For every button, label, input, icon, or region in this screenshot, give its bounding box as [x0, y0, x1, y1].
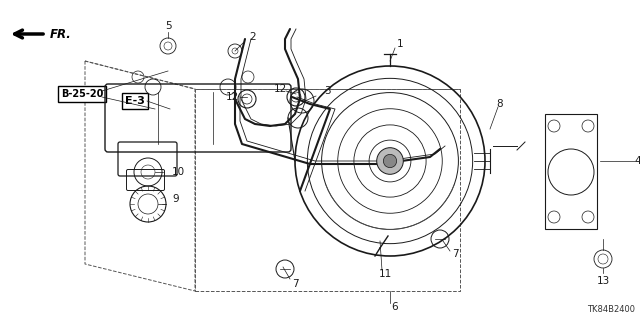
Text: 10: 10: [172, 167, 184, 177]
Text: 4: 4: [635, 156, 640, 166]
Text: 3: 3: [324, 86, 330, 96]
Circle shape: [383, 154, 397, 168]
Text: B-25-20: B-25-20: [61, 89, 103, 99]
Text: 9: 9: [173, 194, 179, 204]
Text: 8: 8: [497, 99, 503, 109]
Text: 12: 12: [273, 84, 287, 94]
Text: 2: 2: [250, 32, 256, 42]
Text: 11: 11: [378, 269, 392, 279]
Text: 7: 7: [452, 249, 458, 259]
Text: 1: 1: [397, 39, 403, 49]
Text: 6: 6: [392, 302, 398, 312]
Text: 7: 7: [292, 279, 298, 289]
Text: TK84B2400: TK84B2400: [587, 305, 635, 314]
Text: 13: 13: [596, 276, 610, 286]
Circle shape: [377, 148, 403, 174]
Text: 12: 12: [225, 92, 239, 102]
Text: 5: 5: [164, 21, 172, 31]
Text: E-3: E-3: [125, 96, 145, 106]
Text: FR.: FR.: [50, 27, 72, 41]
